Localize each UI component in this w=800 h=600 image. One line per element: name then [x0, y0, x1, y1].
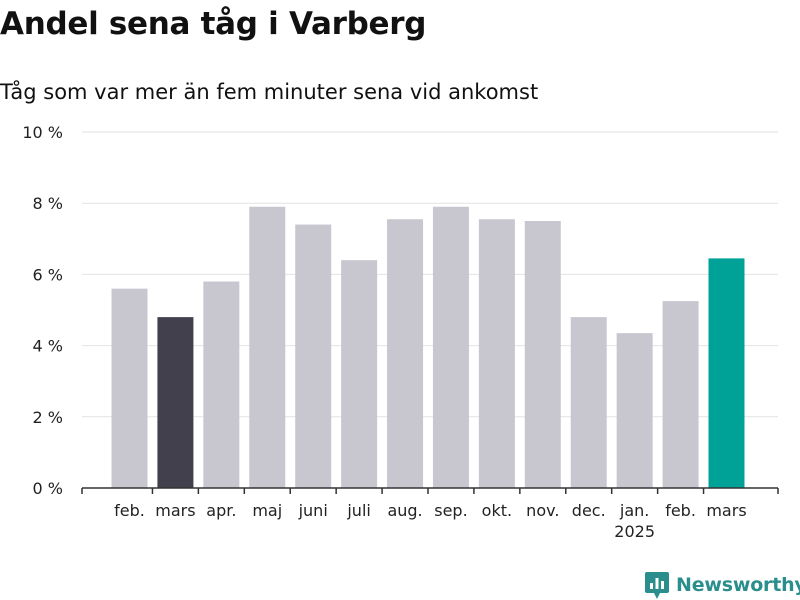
chart-title: Andel sena tåg i Varberg — [0, 6, 427, 42]
bar — [616, 333, 653, 488]
bar — [111, 288, 148, 488]
y-tick-label: 4 % — [33, 337, 63, 356]
bar — [432, 206, 469, 488]
bar — [295, 224, 332, 488]
x-tick-label: juli — [346, 501, 370, 520]
y-tick-label: 2 % — [33, 408, 63, 427]
x-tick-label: mars — [706, 501, 746, 520]
x-tick-label: jan. — [619, 501, 649, 520]
x-tick-label: aug. — [387, 501, 422, 520]
y-tick-label: 10 % — [22, 123, 63, 142]
bar — [249, 206, 286, 488]
x-tick-label: mars — [155, 501, 195, 520]
bar — [478, 219, 515, 488]
bar — [708, 258, 745, 488]
y-tick-label: 8 % — [33, 194, 63, 213]
bar — [203, 281, 240, 488]
bar — [524, 221, 561, 488]
x-tick-label: nov. — [526, 501, 559, 520]
x-tick-label: feb. — [114, 501, 145, 520]
x-tick-label: feb. — [665, 501, 696, 520]
bar — [157, 317, 194, 488]
x-tick-label: sep. — [434, 501, 467, 520]
y-tick-label: 6 % — [33, 265, 63, 284]
y-tick-label: 0 % — [33, 479, 63, 498]
bar-chart: 0 % 2 % 4 % 6 % 8 % 10 % feb. mars apr. maj juni ju… — [22, 123, 779, 541]
x-year-label: 2025 — [614, 522, 655, 541]
bar — [341, 260, 378, 488]
x-tick-label: juni — [298, 501, 328, 520]
x-tick-label: apr. — [206, 501, 236, 520]
newsworthy-logo-icon — [645, 572, 669, 599]
bar — [387, 219, 424, 488]
brand-logo: Newsworthy — [644, 570, 800, 600]
x-tick-label: maj — [252, 501, 282, 520]
x-tick-label: okt. — [482, 501, 512, 520]
bar — [662, 301, 699, 488]
bar — [570, 317, 607, 488]
chart-subtitle: Tåg som var mer än fem minuter sena vid … — [0, 80, 539, 104]
brand-name: Newsworthy — [676, 574, 800, 596]
x-tick-label: dec. — [572, 501, 606, 520]
